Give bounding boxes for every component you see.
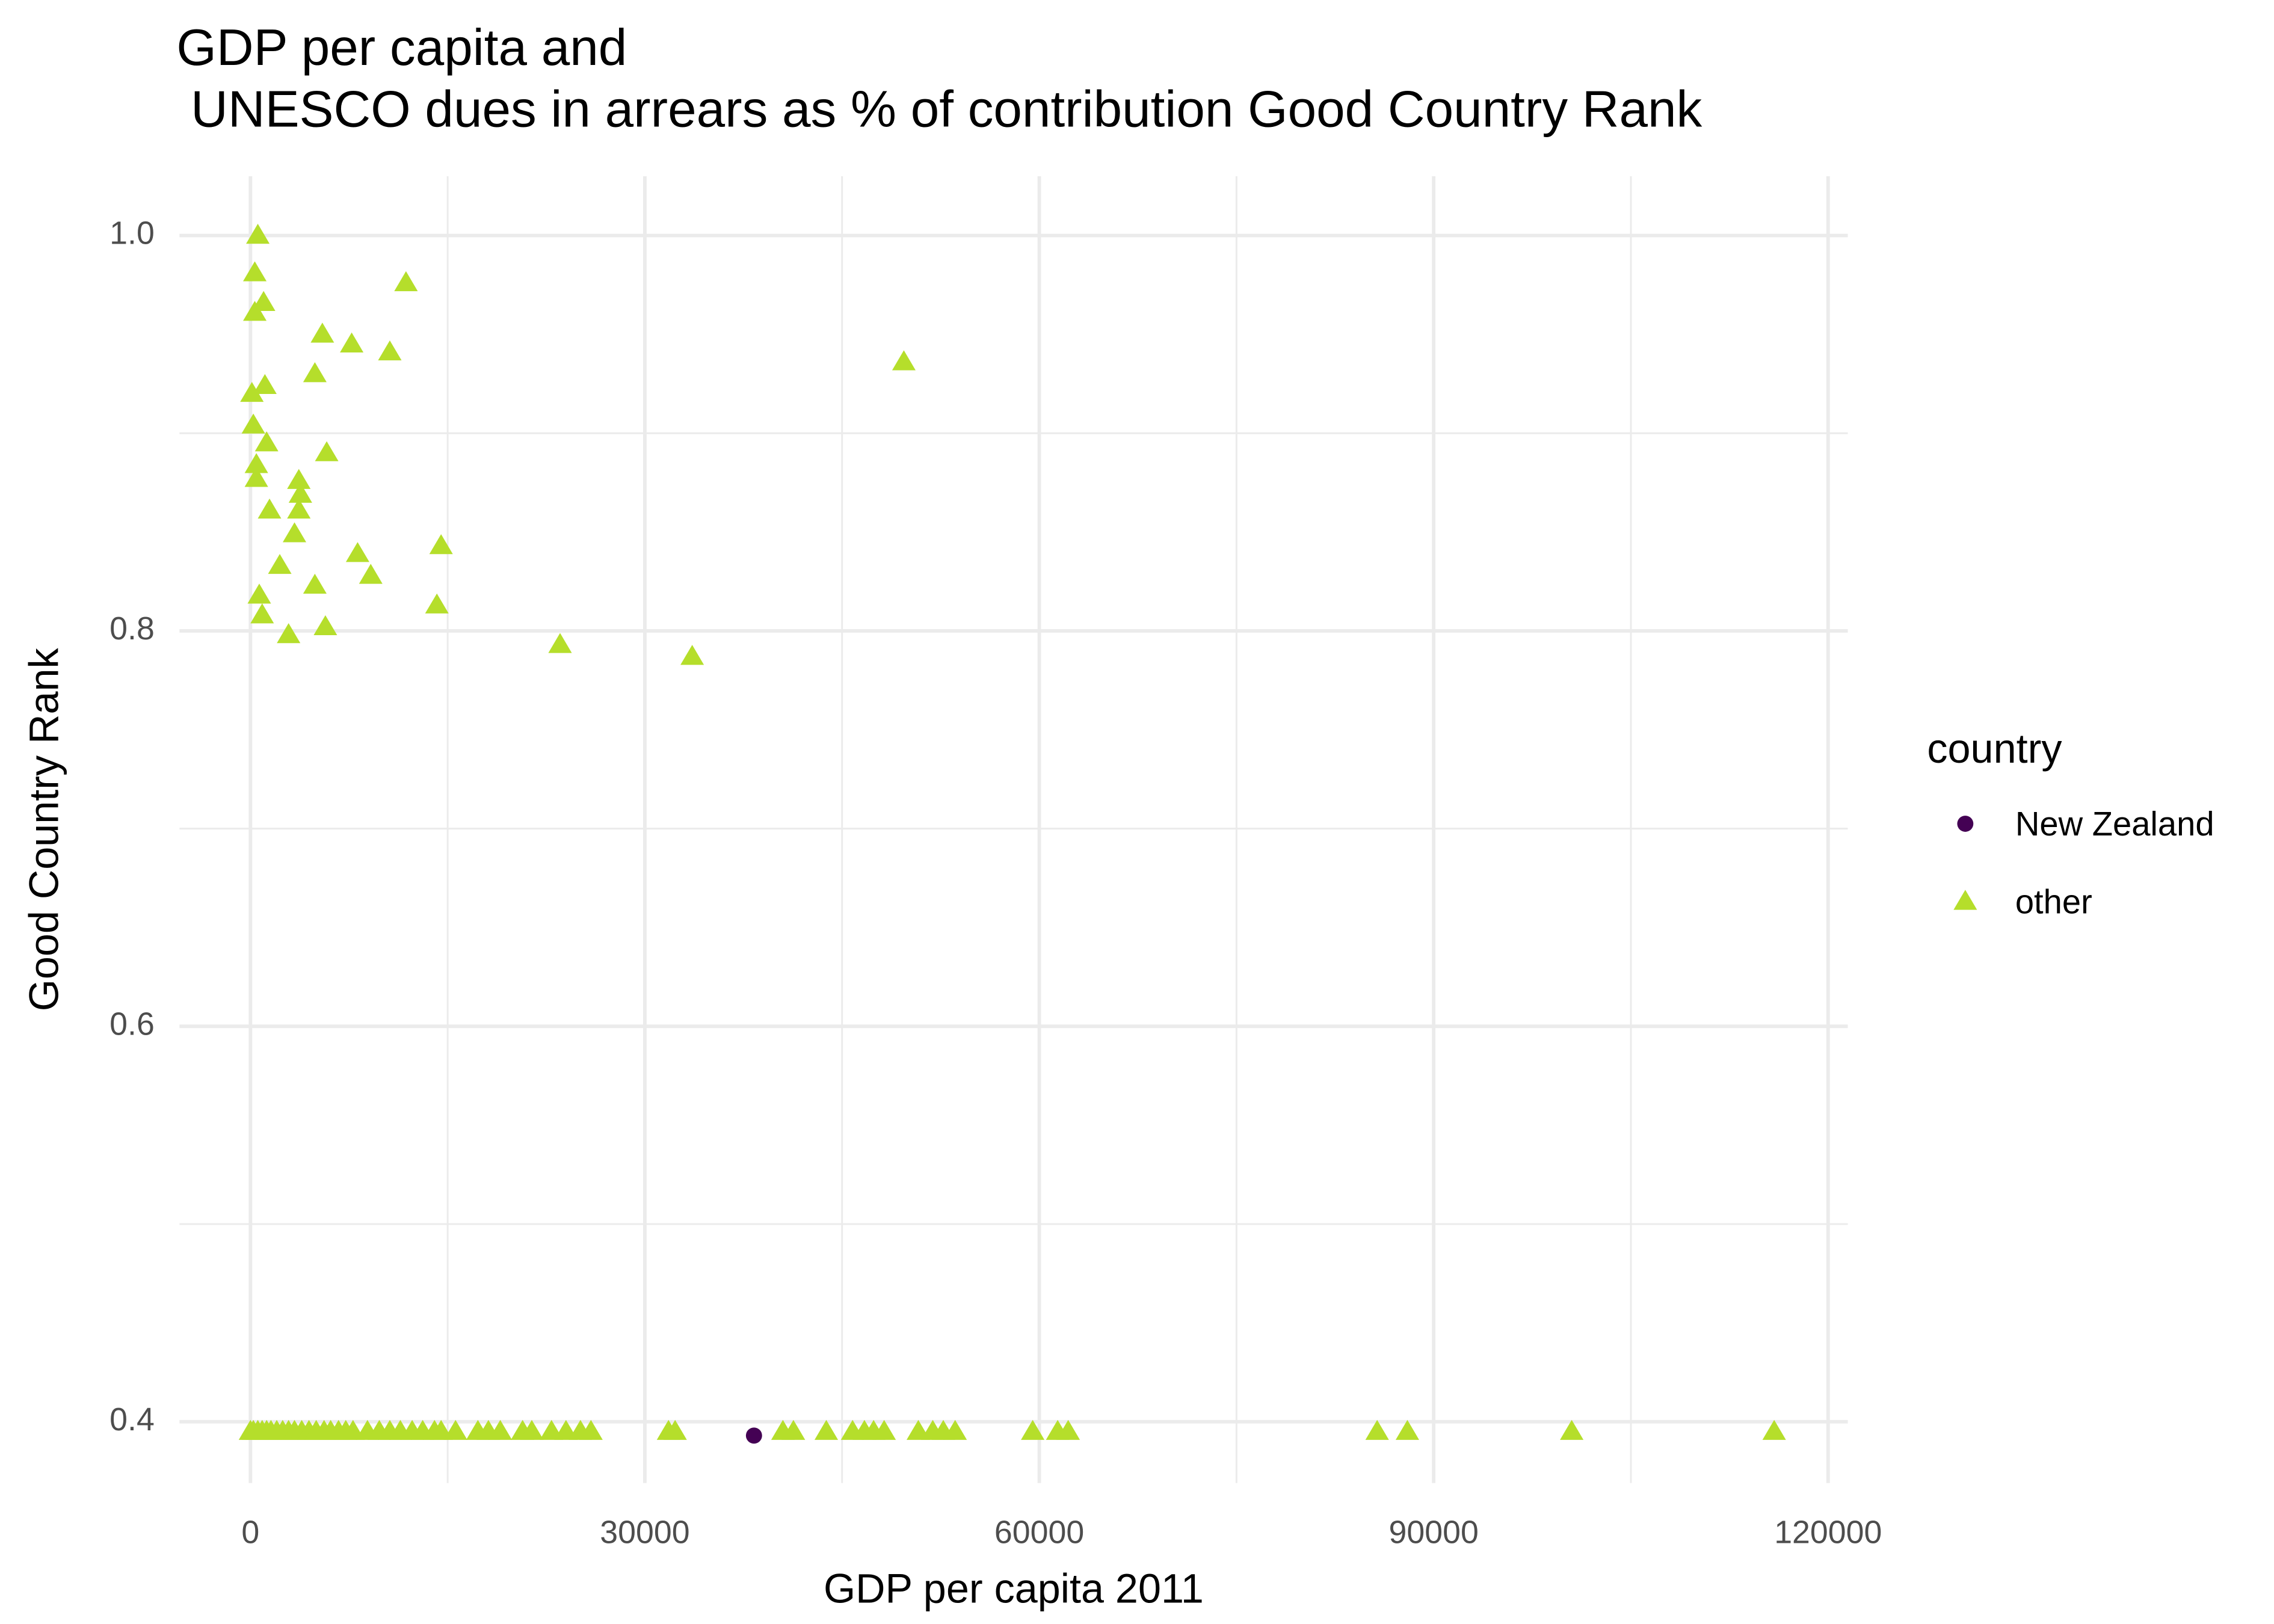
point [548, 633, 572, 653]
point [1395, 1419, 1419, 1440]
point [1560, 1419, 1584, 1440]
point [313, 615, 337, 636]
point [244, 453, 268, 473]
point [394, 271, 418, 292]
point [1762, 1419, 1786, 1440]
point [520, 1419, 544, 1440]
point [340, 332, 364, 353]
point [378, 340, 402, 361]
point [1365, 1419, 1389, 1440]
point [243, 261, 267, 281]
point [240, 381, 264, 402]
point [257, 498, 282, 519]
point [345, 542, 369, 562]
point [680, 645, 704, 665]
point [425, 593, 449, 614]
point [579, 1419, 603, 1440]
x-tick-label: 60000 [994, 1514, 1084, 1550]
point [443, 1419, 467, 1440]
legend-label: other [2015, 883, 2092, 921]
point [315, 441, 339, 461]
point [488, 1419, 513, 1440]
point [246, 224, 270, 244]
point [943, 1419, 967, 1440]
point [287, 469, 311, 489]
point [253, 374, 277, 395]
x-tick-label: 30000 [600, 1514, 689, 1550]
legend-label: New Zealand [2015, 805, 2214, 843]
point [244, 467, 268, 487]
point [254, 431, 279, 452]
point [359, 564, 383, 584]
point [243, 301, 267, 321]
point [1056, 1419, 1080, 1440]
point [814, 1419, 839, 1440]
point [303, 573, 327, 594]
point [310, 322, 334, 343]
point [283, 522, 307, 543]
point [1021, 1419, 1045, 1440]
point [892, 350, 916, 371]
point [250, 603, 274, 624]
point [745, 1427, 762, 1444]
y-axis-title: Good Country Rank [22, 647, 67, 1011]
point [303, 362, 327, 383]
point [663, 1419, 687, 1440]
y-tick-label: 0.6 [109, 1006, 155, 1042]
x-tick-label: 120000 [1774, 1514, 1882, 1550]
x-tick-label: 0 [241, 1514, 259, 1550]
point [268, 553, 292, 574]
x-tick-label: 90000 [1389, 1514, 1479, 1550]
chart-title: UNESCO dues in arrears as % of contribut… [176, 81, 1702, 138]
point [781, 1419, 806, 1440]
point [241, 413, 265, 434]
point [429, 534, 453, 555]
y-tick-label: 0.4 [109, 1401, 155, 1438]
legend-symbol [1957, 816, 1974, 832]
point [288, 482, 312, 503]
y-tick-label: 0.8 [109, 611, 155, 647]
point [872, 1419, 896, 1440]
y-tick-label: 1.0 [109, 215, 155, 251]
x-axis-title: GDP per capita 2011 [824, 1566, 1204, 1611]
point [247, 583, 271, 604]
point [287, 498, 311, 519]
point [277, 623, 301, 644]
chart-title: GDP per capita and [176, 19, 627, 76]
legend-title: country [1927, 726, 2062, 772]
legend-symbol [1953, 890, 1977, 910]
